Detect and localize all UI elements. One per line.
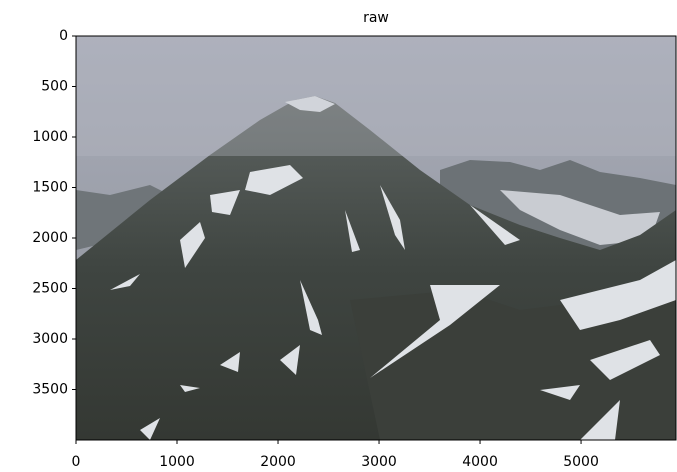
x-tick-label: 4000: [462, 454, 498, 470]
photo: [76, 36, 676, 440]
chart-title: raw: [363, 10, 389, 26]
y-tick-label: 3500: [32, 382, 68, 398]
y-tick-label: 2500: [32, 281, 68, 297]
y-tick-label: 2000: [32, 230, 68, 246]
chart: raw 0 1000 2000 3000 4000 5000 0 500 1000 1500 200…: [0, 0, 677, 472]
y-tick-label: 500: [41, 79, 68, 95]
y-tick-label: 0: [59, 28, 68, 44]
y-tick-label: 1500: [32, 180, 68, 196]
x-tick-label: 0: [72, 454, 81, 470]
x-tick-label: 2000: [260, 454, 296, 470]
page: raw 0 1000 2000 3000 4000 5000 0 500 1000 1500 200…: [0, 0, 677, 472]
y-tick-label: 1000: [32, 129, 68, 145]
x-tick-label: 5000: [563, 454, 599, 470]
x-tick-label: 1000: [159, 454, 195, 470]
y-tick-label: 3000: [32, 331, 68, 347]
x-tick-label: 3000: [361, 454, 397, 470]
